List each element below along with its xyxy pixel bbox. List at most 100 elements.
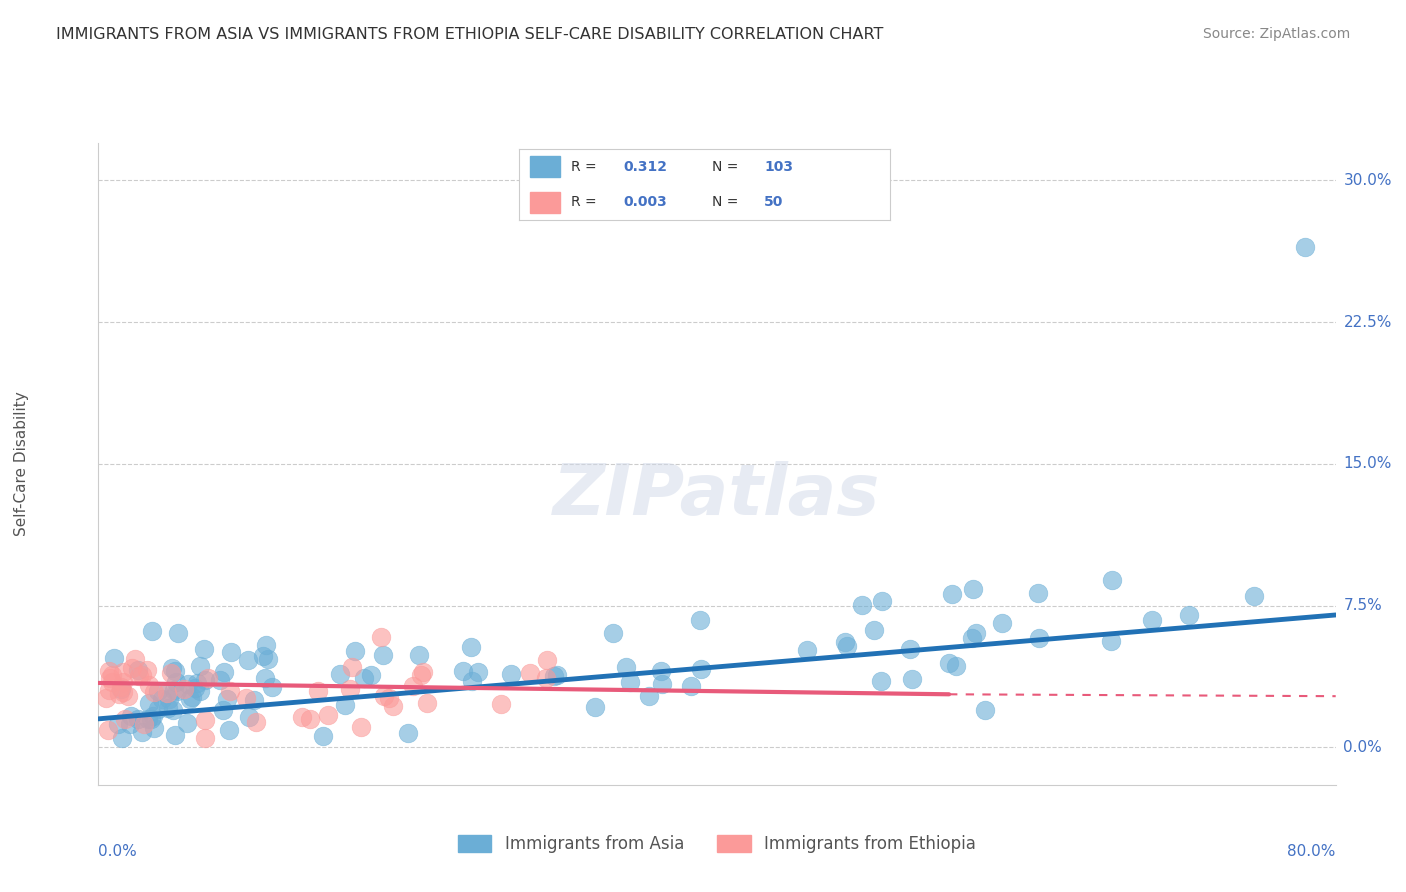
Point — [965, 626, 987, 640]
Point — [1101, 573, 1123, 587]
Point — [134, 716, 156, 731]
Point — [342, 660, 364, 674]
Point — [110, 682, 132, 697]
Point — [98, 683, 121, 698]
Point — [689, 662, 711, 676]
Point — [97, 664, 120, 678]
Point — [177, 677, 200, 691]
Point — [212, 665, 235, 679]
Point — [583, 700, 606, 714]
Point — [253, 671, 276, 685]
Point — [173, 681, 195, 696]
Text: 7.5%: 7.5% — [1344, 598, 1382, 613]
Point — [209, 673, 232, 688]
Point — [681, 679, 703, 693]
Point — [124, 652, 146, 666]
Text: 0.0%: 0.0% — [1344, 739, 1382, 755]
Point — [938, 656, 960, 670]
Point — [416, 696, 439, 710]
Point — [110, 681, 132, 695]
Point — [254, 638, 277, 652]
Point — [941, 587, 963, 601]
Point — [97, 723, 120, 737]
Point — [638, 689, 661, 703]
Point — [412, 665, 434, 679]
Point — [101, 668, 124, 682]
Point — [142, 709, 165, 723]
Point — [360, 668, 382, 682]
Point — [136, 712, 159, 726]
Point — [111, 731, 134, 745]
Point — [461, 674, 484, 689]
Point — [117, 689, 139, 703]
Point — [146, 684, 169, 698]
Point — [156, 686, 179, 700]
Point — [835, 639, 858, 653]
Point — [139, 712, 162, 726]
Point — [107, 716, 129, 731]
Point — [1028, 631, 1050, 645]
Point — [103, 651, 125, 665]
Point — [373, 690, 395, 704]
Point — [194, 673, 217, 687]
Point — [990, 615, 1012, 630]
Point — [136, 663, 159, 677]
Point — [127, 664, 149, 678]
Point — [179, 692, 201, 706]
Point — [186, 676, 208, 690]
Point — [973, 703, 995, 717]
Point — [467, 665, 489, 679]
Point — [111, 685, 134, 699]
Point — [163, 664, 186, 678]
Point — [411, 667, 433, 681]
Text: 30.0%: 30.0% — [1344, 173, 1392, 188]
Point — [256, 652, 278, 666]
Point — [339, 682, 361, 697]
Point — [619, 675, 641, 690]
Point — [217, 692, 239, 706]
Point — [127, 712, 149, 726]
Point — [108, 687, 131, 701]
Point — [112, 674, 135, 689]
Point — [408, 648, 430, 663]
Point — [299, 712, 322, 726]
Point — [193, 642, 215, 657]
Point — [329, 667, 352, 681]
Point — [851, 599, 873, 613]
Text: Self-Care Disability: Self-Care Disability — [14, 392, 28, 536]
Point — [307, 683, 329, 698]
Point — [194, 713, 217, 727]
Point — [111, 665, 134, 679]
Text: 80.0%: 80.0% — [1288, 845, 1336, 859]
Point — [451, 665, 474, 679]
Point — [114, 712, 136, 726]
Point — [650, 664, 672, 678]
Point — [614, 659, 637, 673]
Point — [143, 685, 166, 699]
Point — [166, 684, 188, 698]
Point — [162, 703, 184, 717]
Point — [197, 671, 219, 685]
Point — [101, 674, 124, 689]
Point — [138, 678, 160, 692]
Point — [962, 582, 984, 596]
Point — [120, 709, 142, 723]
Point — [546, 668, 568, 682]
Point — [166, 626, 188, 640]
Point — [138, 696, 160, 710]
Point — [212, 703, 235, 717]
Point — [870, 594, 893, 608]
Point — [176, 716, 198, 731]
Point — [834, 635, 856, 649]
Point — [219, 645, 242, 659]
Point — [316, 708, 339, 723]
Point — [128, 669, 150, 683]
Point — [402, 679, 425, 693]
Point — [962, 631, 984, 645]
Point — [378, 691, 401, 706]
Point — [188, 684, 211, 698]
Point — [218, 723, 240, 738]
Point — [536, 671, 558, 685]
Point — [602, 626, 624, 640]
Point — [499, 666, 522, 681]
